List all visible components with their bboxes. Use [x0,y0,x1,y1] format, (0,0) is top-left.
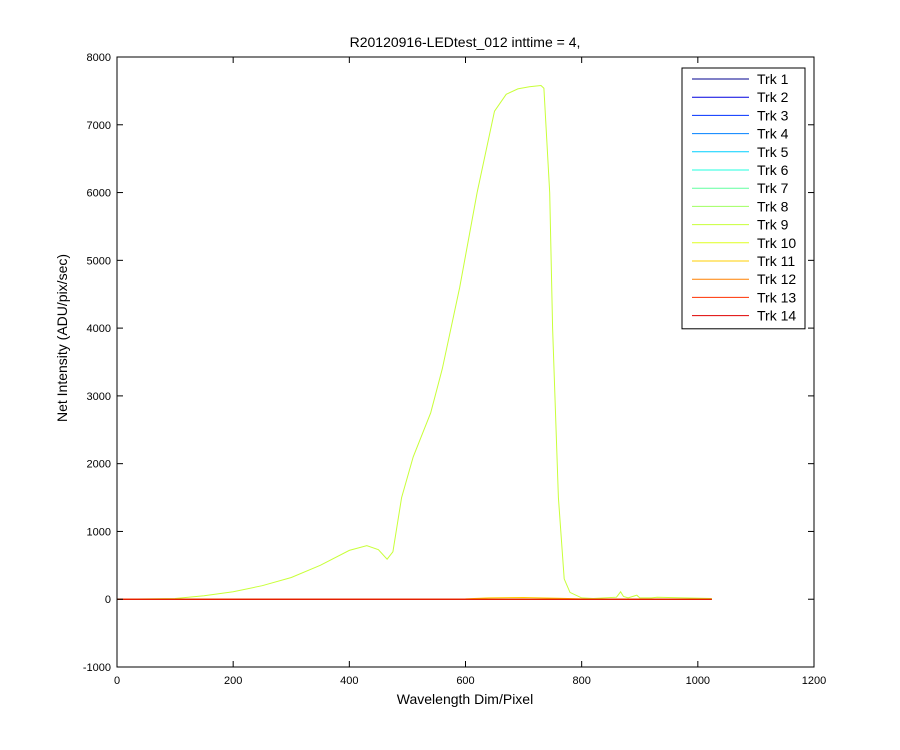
series-line-trk-9 [116,84,712,600]
y-tick-label: 5000 [87,255,111,267]
series-layer [116,84,712,600]
y-axis-title: Net Intensity (ADU/pix/sec) [54,254,70,422]
y-tick-label: 4000 [87,323,111,335]
x-tick-label: 1200 [802,675,826,687]
legend-label-trk-2: Trk 2 [757,89,789,105]
y-tick-label: -1000 [83,662,111,674]
x-tick-label: 800 [572,675,590,687]
legend-label-trk-6: Trk 6 [757,162,789,178]
y-tick-label: 0 [105,594,111,606]
y-tick-label: 7000 [87,120,111,132]
chart-title: R20120916-LEDtest_012 inttime = 4, [350,34,581,50]
legend-label-trk-10: Trk 10 [757,235,796,251]
legend-label-trk-8: Trk 8 [757,198,789,214]
legend-label-trk-7: Trk 7 [757,180,789,196]
x-tick-label: 600 [456,675,474,687]
x-tick-label: 0 [114,675,120,687]
legend-label-trk-12: Trk 12 [757,271,796,287]
legend-label-trk-14: Trk 14 [757,308,796,324]
y-tick-label: 2000 [87,459,111,471]
legend-label-trk-9: Trk 9 [757,217,789,233]
legend-label-trk-4: Trk 4 [757,126,789,142]
y-tick-label: 6000 [87,188,111,200]
x-axis-title: Wavelength Dim/Pixel [397,691,533,707]
x-tick-label: 400 [340,675,358,687]
legend-label-trk-11: Trk 11 [757,253,795,269]
legend-label-trk-5: Trk 5 [757,144,789,160]
legend-label-trk-3: Trk 3 [757,107,789,123]
x-tick-label: 200 [224,675,242,687]
y-tick-label: 1000 [87,526,111,538]
legend-box [681,67,806,330]
x-tick-label: 1000 [686,675,710,687]
legend: Trk 1 Trk 2 Trk 3 Trk 4 Trk 5 Trk 6 Trk 7 Trk 8… [681,67,806,330]
y-tick-label: 3000 [87,391,111,403]
legend-label-trk-1: Trk 1 [757,71,789,87]
axes-layer: 0 200 400 600 800 1000 1200-100001000200030004… [83,52,826,687]
y-tick-label: 8000 [87,52,111,64]
legend-label-trk-13: Trk 13 [757,289,796,305]
